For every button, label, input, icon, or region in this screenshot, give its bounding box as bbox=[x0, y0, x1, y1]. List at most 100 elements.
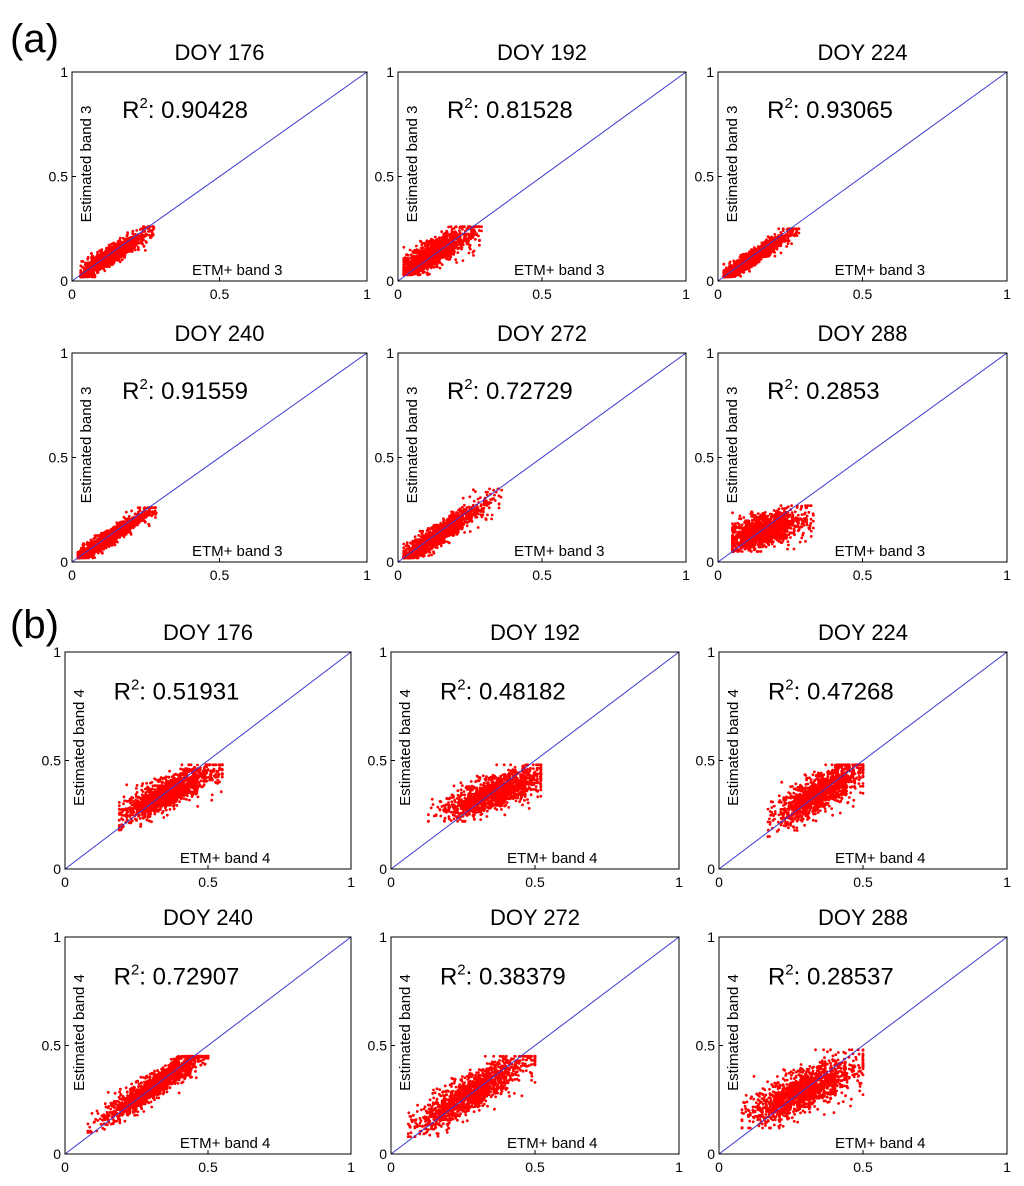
data-point bbox=[449, 253, 452, 256]
data-point bbox=[790, 242, 793, 246]
x-tick-label: 0.5 bbox=[853, 286, 873, 302]
data-point bbox=[111, 242, 114, 246]
x-axis-label: ETM+ band 3 bbox=[514, 262, 604, 279]
data-point bbox=[118, 253, 122, 257]
data-point bbox=[437, 254, 440, 258]
data-point bbox=[416, 248, 420, 252]
data-point bbox=[746, 265, 749, 269]
data-point bbox=[426, 267, 429, 271]
data-point bbox=[474, 233, 478, 237]
data-point bbox=[118, 236, 122, 240]
data-point bbox=[459, 238, 463, 242]
data-point bbox=[794, 231, 798, 235]
data-point bbox=[413, 257, 417, 261]
data-point bbox=[131, 232, 135, 236]
r-squared-annotation: R2: 0.81528 bbox=[447, 95, 573, 124]
data-point bbox=[408, 248, 412, 252]
data-point bbox=[91, 275, 95, 279]
data-point bbox=[147, 524, 151, 528]
data-point bbox=[478, 243, 481, 247]
data-point bbox=[478, 238, 481, 242]
data-point bbox=[432, 265, 436, 269]
data-point bbox=[96, 270, 99, 274]
data-point bbox=[122, 248, 126, 252]
data-point bbox=[451, 230, 454, 234]
data-point bbox=[783, 240, 787, 243]
data-point bbox=[82, 266, 86, 270]
data-point bbox=[440, 230, 444, 234]
data-point bbox=[770, 235, 773, 239]
data-point bbox=[768, 249, 772, 253]
data-point bbox=[410, 262, 414, 266]
y-tick-label: 0.5 bbox=[375, 169, 395, 185]
r-squared-annotation: R2: 0.90428 bbox=[122, 95, 248, 124]
x-tick-label: 0 bbox=[68, 286, 76, 302]
data-point bbox=[748, 269, 751, 273]
x-tick-label: 1 bbox=[682, 286, 690, 302]
data-point bbox=[107, 243, 111, 247]
data-point bbox=[455, 261, 458, 264]
data-point bbox=[138, 236, 141, 239]
data-point bbox=[767, 245, 771, 249]
data-point bbox=[150, 231, 154, 235]
data-point bbox=[110, 256, 113, 259]
data-point bbox=[135, 229, 139, 232]
data-point bbox=[422, 270, 426, 274]
data-point bbox=[111, 258, 114, 262]
data-point bbox=[412, 272, 415, 276]
data-point bbox=[435, 265, 439, 269]
data-point bbox=[741, 253, 744, 257]
data-point bbox=[730, 264, 734, 267]
data-point bbox=[131, 243, 135, 246]
data-point bbox=[433, 262, 436, 266]
data-point bbox=[785, 245, 789, 248]
data-point bbox=[126, 231, 129, 235]
data-point bbox=[436, 247, 440, 251]
data-point bbox=[777, 238, 781, 242]
data-point bbox=[418, 256, 422, 259]
data-point bbox=[766, 235, 770, 239]
data-point bbox=[104, 260, 108, 264]
data-point bbox=[421, 246, 425, 250]
data-point bbox=[781, 236, 785, 240]
data-point bbox=[786, 242, 790, 246]
data-point bbox=[430, 252, 433, 256]
data-point bbox=[722, 262, 726, 266]
data-point bbox=[466, 238, 469, 241]
data-point bbox=[124, 237, 128, 241]
data-point bbox=[724, 270, 728, 274]
data-point bbox=[87, 264, 91, 268]
data-point bbox=[134, 241, 138, 245]
data-point bbox=[151, 225, 155, 229]
scatter-points bbox=[79, 225, 156, 279]
panel-title: DOY 192 bbox=[497, 40, 587, 65]
data-point bbox=[141, 242, 144, 246]
data-point bbox=[433, 249, 437, 252]
data-point bbox=[469, 237, 473, 241]
data-point bbox=[473, 238, 477, 241]
data-point bbox=[142, 244, 146, 248]
data-point bbox=[423, 250, 426, 254]
data-point bbox=[150, 235, 153, 239]
data-point bbox=[140, 239, 144, 243]
data-point bbox=[447, 249, 450, 253]
panel-title: DOY 224 bbox=[817, 40, 907, 65]
data-point bbox=[425, 264, 429, 268]
panel-title: DOY 176 bbox=[174, 40, 264, 65]
data-point bbox=[422, 254, 426, 258]
data-point bbox=[425, 254, 429, 257]
data-point bbox=[461, 259, 465, 262]
data-point bbox=[90, 252, 93, 256]
data-point bbox=[454, 258, 458, 261]
data-point bbox=[442, 240, 445, 244]
y-tick-label: 1 bbox=[706, 64, 714, 80]
data-point bbox=[458, 226, 462, 230]
x-axis-label: ETM+ band 3 bbox=[192, 262, 282, 279]
data-point bbox=[409, 253, 413, 257]
data-point bbox=[123, 256, 127, 259]
data-point bbox=[403, 262, 407, 266]
data-point bbox=[442, 232, 446, 236]
data-point bbox=[90, 255, 94, 258]
data-point bbox=[455, 245, 458, 249]
